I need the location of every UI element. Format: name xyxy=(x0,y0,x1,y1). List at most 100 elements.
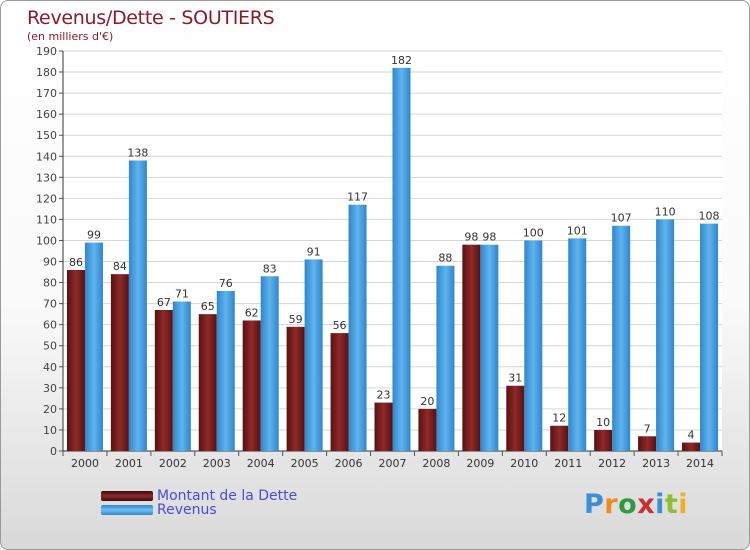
y-tick-label: 170 xyxy=(36,87,57,100)
y-tick-label: 20 xyxy=(43,403,57,416)
bar-revenue xyxy=(216,291,235,451)
data-label-revenue: 99 xyxy=(87,229,101,242)
legend-item-debt: Montant de la Dette xyxy=(101,488,297,504)
bar-revenue xyxy=(128,160,147,451)
y-tick-label: 60 xyxy=(43,319,57,332)
y-tick-label: 140 xyxy=(36,150,57,163)
bar-debt xyxy=(330,333,349,451)
x-tick-label: 2009 xyxy=(466,457,494,470)
data-label-debt: 67 xyxy=(157,296,171,309)
data-label-debt: 84 xyxy=(113,260,127,273)
bar-revenue xyxy=(392,67,411,451)
data-label-revenue: 88 xyxy=(438,252,452,265)
logo-letter: i xyxy=(655,489,665,520)
y-tick-label: 70 xyxy=(43,298,57,311)
y-tick-label: 130 xyxy=(36,171,57,184)
y-tick-label: 80 xyxy=(43,277,57,290)
x-tick-label: 2013 xyxy=(642,457,670,470)
data-label-debt: 12 xyxy=(552,412,566,425)
bar-debt xyxy=(682,442,701,451)
data-label-revenue: 83 xyxy=(263,262,277,275)
y-tick-label: 180 xyxy=(36,66,57,79)
bar-revenue xyxy=(436,265,455,451)
chart-subtitle: (en milliers d'€) xyxy=(27,30,114,43)
logo-letter: o xyxy=(618,489,638,520)
x-tick-label: 2002 xyxy=(159,457,187,470)
bar-revenue xyxy=(260,276,279,451)
x-tick-label: 2000 xyxy=(71,457,99,470)
y-tick-label: 0 xyxy=(50,445,57,458)
data-label-debt: 59 xyxy=(289,313,303,326)
bar-debt xyxy=(242,320,261,451)
logo-letter: i xyxy=(678,489,689,520)
legend-swatch-revenue xyxy=(101,505,153,515)
bar-revenue xyxy=(656,219,675,451)
data-label-debt: 23 xyxy=(377,389,391,402)
legend-swatch-debt xyxy=(101,491,153,501)
y-tick-label: 50 xyxy=(43,340,57,353)
x-tick-label: 2011 xyxy=(554,457,582,470)
data-label-debt: 65 xyxy=(201,300,215,313)
bar-debt xyxy=(110,274,129,451)
data-label-revenue: 100 xyxy=(523,226,544,239)
bar-revenue xyxy=(612,225,631,451)
data-label-revenue: 101 xyxy=(567,224,588,237)
y-tick-label: 120 xyxy=(36,192,57,205)
chart-title: Revenus/Dette - SOUTIERS xyxy=(27,7,275,29)
data-label-debt: 62 xyxy=(245,306,259,319)
x-tick-label: 2001 xyxy=(115,457,143,470)
data-label-debt: 20 xyxy=(420,395,434,408)
y-tick-label: 30 xyxy=(43,382,57,395)
y-tick-label: 90 xyxy=(43,256,57,269)
x-tick-label: 2005 xyxy=(291,457,319,470)
x-tick-label: 2004 xyxy=(247,457,275,470)
logo-letter: P xyxy=(584,489,605,520)
proxiti-logo: Proxiti xyxy=(584,489,688,520)
x-tick-label: 2007 xyxy=(379,457,407,470)
bar-revenue xyxy=(524,240,543,451)
x-tick-label: 2012 xyxy=(598,457,626,470)
legend-label-revenue: Revenus xyxy=(157,502,217,518)
y-tick-label: 40 xyxy=(43,361,57,374)
y-tick-label: 10 xyxy=(43,424,57,437)
bar-debt xyxy=(66,269,85,451)
data-label-debt: 31 xyxy=(508,372,522,385)
x-tick-label: 2008 xyxy=(422,457,450,470)
bar-debt xyxy=(374,402,393,451)
bar-debt xyxy=(154,309,173,451)
data-label-revenue: 117 xyxy=(347,191,368,204)
x-tick-label: 2003 xyxy=(203,457,231,470)
logo-letter: x xyxy=(637,489,656,520)
data-label-debt: 7 xyxy=(644,422,651,435)
bar-debt xyxy=(594,429,613,451)
data-label-debt: 4 xyxy=(688,429,695,442)
bar-revenue xyxy=(304,259,323,451)
bar-revenue xyxy=(568,238,587,451)
bar-revenue xyxy=(480,244,499,451)
data-label-debt: 86 xyxy=(69,256,83,269)
data-label-debt: 56 xyxy=(333,319,347,332)
x-tick-label: 2006 xyxy=(335,457,363,470)
y-tick-label: 190 xyxy=(36,45,57,58)
bar-debt xyxy=(198,314,217,451)
bar-revenue xyxy=(172,301,191,451)
x-tick-label: 2014 xyxy=(686,457,714,470)
data-label-revenue: 138 xyxy=(127,146,148,159)
y-tick-label: 110 xyxy=(36,213,57,226)
bar-revenue xyxy=(348,204,367,451)
data-label-revenue: 98 xyxy=(482,231,496,244)
logo-letter: t xyxy=(664,489,679,520)
logo-letter: r xyxy=(604,489,619,520)
data-label-debt: 98 xyxy=(464,231,478,244)
bar-debt xyxy=(418,408,437,451)
data-label-revenue: 108 xyxy=(699,210,720,223)
data-label-revenue: 91 xyxy=(307,245,321,258)
data-label-revenue: 107 xyxy=(611,212,632,225)
data-label-revenue: 76 xyxy=(219,277,233,290)
data-label-revenue: 182 xyxy=(391,54,412,67)
legend-item-revenue: Revenus xyxy=(101,502,217,518)
y-tick-label: 160 xyxy=(36,108,57,121)
y-tick-label: 150 xyxy=(36,129,57,142)
y-tick-label: 100 xyxy=(36,234,57,247)
